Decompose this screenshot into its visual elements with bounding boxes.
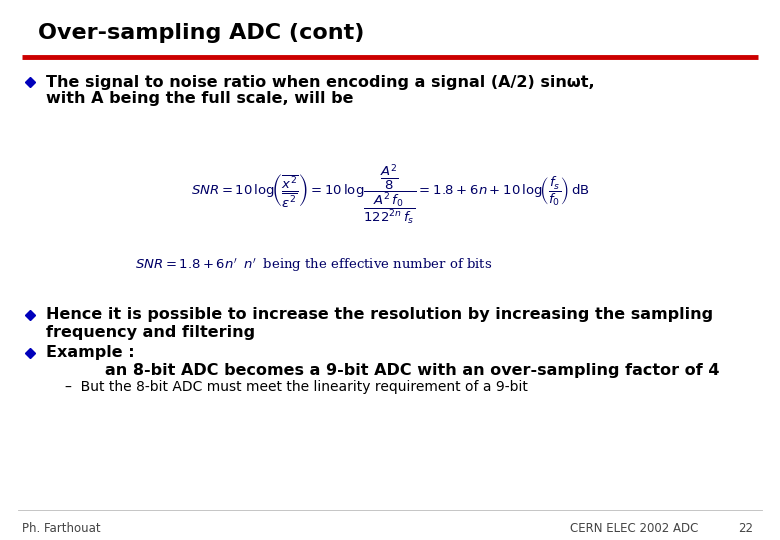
Text: frequency and filtering: frequency and filtering xyxy=(46,325,255,340)
Text: Over-sampling ADC (cont): Over-sampling ADC (cont) xyxy=(38,23,364,43)
Text: Example :: Example : xyxy=(46,346,135,361)
Text: CERN ELEC 2002 ADC: CERN ELEC 2002 ADC xyxy=(570,522,698,535)
Text: $\mathit{SNR} = 10\,\mathrm{log}\!\left(\dfrac{\overline{x^2}}{\overline{\vareps: $\mathit{SNR} = 10\,\mathrm{log}\!\left(… xyxy=(190,163,590,227)
Text: The signal to noise ratio when encoding a signal (A/2) sinωt,: The signal to noise ratio when encoding … xyxy=(46,75,594,90)
Text: with A being the full scale, will be: with A being the full scale, will be xyxy=(46,91,353,106)
Text: $\mathit{SNR} = 1.8 + 6n'\;\;n'\;$ being the effective number of bits: $\mathit{SNR} = 1.8 + 6n'\;\;n'\;$ being… xyxy=(135,256,492,274)
Text: 22: 22 xyxy=(738,522,753,535)
Text: an 8-bit ADC becomes a 9-bit ADC with an over-sampling factor of 4: an 8-bit ADC becomes a 9-bit ADC with an… xyxy=(105,362,719,377)
Text: Ph. Farthouat: Ph. Farthouat xyxy=(22,522,101,535)
Text: Hence it is possible to increase the resolution by increasing the sampling: Hence it is possible to increase the res… xyxy=(46,307,713,322)
Text: –  But the 8-bit ADC must meet the linearity requirement of a 9-bit: – But the 8-bit ADC must meet the linear… xyxy=(65,380,528,394)
